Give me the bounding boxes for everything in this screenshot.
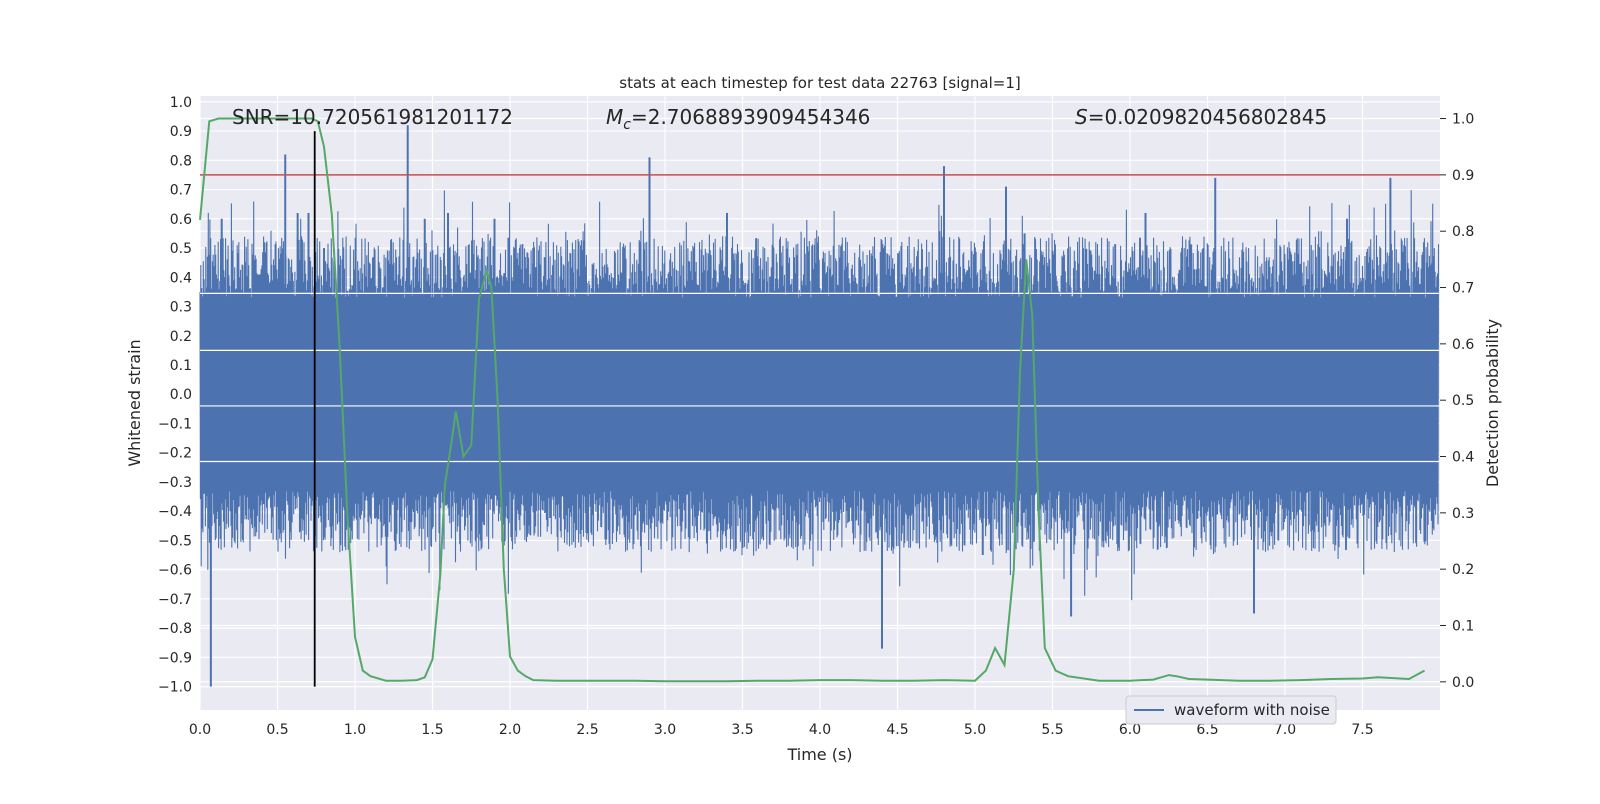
x-tick-label: 7.0 [1274,722,1296,738]
y-right-tick-label: 0.7 [1452,281,1474,297]
y-right-tick-label: 0.9 [1452,168,1474,184]
x-tick-label: 0.0 [189,722,211,738]
y-axis-label: Whitened strain [125,339,144,466]
y-tick-label: 0.4 [170,270,192,286]
y-tick-label: 1.0 [170,95,192,111]
legend: waveform with noise [1125,695,1337,725]
mc-annotation: Mc=2.7068893909454346 [606,105,870,133]
x-tick-label: 4.0 [809,722,831,738]
y-tick-label: −0.8 [158,621,192,637]
snr-annotation: SNR=10.720561981201172 [232,105,513,129]
probability-line [199,117,1425,683]
mc-subscript: c [623,117,631,133]
x-tick-label: 7.5 [1351,722,1373,738]
x-tick-label: 6.5 [1196,722,1218,738]
y-right-tick-label: 0.8 [1452,224,1474,240]
y-right-tick-label: 0.5 [1452,393,1474,409]
y-tick-label: −0.4 [158,504,192,520]
x-tick-label: 2.0 [499,722,521,738]
x-tick-label: 5.5 [1041,722,1063,738]
s-symbol: S [1075,105,1088,129]
y-tick-label: 0.5 [170,241,192,257]
y-tick-label: −1.0 [158,680,192,696]
waveform-core-band [200,297,1439,491]
y-right-tick-label: 0.1 [1452,619,1474,635]
y-right-tick-label: 1.0 [1452,112,1474,128]
x-tick-labels: 0.0 0.5 1.0 1.5 2.0 2.5 3.0 3.5 4.0 4.5 5.0 5.5 6.0 6… [189,722,1374,738]
y-tick-label: 0.0 [170,387,192,403]
y-right-tick-label: 0.4 [1452,450,1474,466]
s-value: =0.0209820456802845 [1088,105,1327,129]
x-tick-label: 4.5 [886,722,908,738]
x-tick-label: 5.0 [964,722,986,738]
y-right-tick-label: 0.2 [1452,562,1474,578]
s-annotation: S=0.0209820456802845 [1075,105,1327,129]
y-tick-label: 0.2 [170,329,192,345]
y-right-axis-label: Detection probability [1483,319,1502,487]
y-tick-label: 0.9 [170,124,192,140]
x-axis-label: Time (s) [786,745,852,764]
x-tick-label: 0.5 [266,722,288,738]
x-tick-label: 3.5 [731,722,753,738]
y-tick-label: 0.3 [170,300,192,316]
y-right-tick-label: 0.3 [1452,506,1474,522]
legend-box [1125,695,1337,725]
y-tick-label: −0.5 [158,533,192,549]
y-tick-label: 0.8 [170,153,192,169]
x-tick-label: 1.5 [421,722,443,738]
y-tick-label: −0.6 [158,563,192,579]
y-right-tick-label: 0.0 [1452,675,1474,691]
legend-label: waveform with noise [1174,701,1330,719]
waveform-series [199,125,1440,687]
chart-title: stats at each timestep for test data 227… [619,74,1020,92]
mc-value: =2.7068893909454346 [631,105,870,129]
y-tick-label: −0.7 [158,592,192,608]
y-tick-label: 0.7 [170,183,192,199]
y-tick-label: 0.6 [170,212,192,228]
x-tick-label: 6.0 [1119,722,1141,738]
y-tick-label: −0.3 [158,475,192,491]
x-tick-label: 3.0 [654,722,676,738]
y-tick-labels: 1.0 0.9 0.8 0.7 0.6 0.5 0.4 0.3 0.2 0.1 0.0 −0.1 −0.… [158,95,192,696]
y-right-tick-label: 0.6 [1452,337,1474,353]
x-tick-label: 1.0 [344,722,366,738]
mc-symbol: M [606,105,623,129]
y-tick-label: −0.2 [158,446,192,462]
y-tick-label: −0.9 [158,650,192,666]
y-right-tick-labels: 1.0 0.9 0.8 0.7 0.6 0.5 0.4 0.3 0.2 0.1 0.0 [1440,112,1474,691]
x-tick-label: 2.5 [576,722,598,738]
y-tick-label: −0.1 [158,416,192,432]
y-tick-label: 0.1 [170,358,192,374]
waveform-trace [199,190,1440,601]
